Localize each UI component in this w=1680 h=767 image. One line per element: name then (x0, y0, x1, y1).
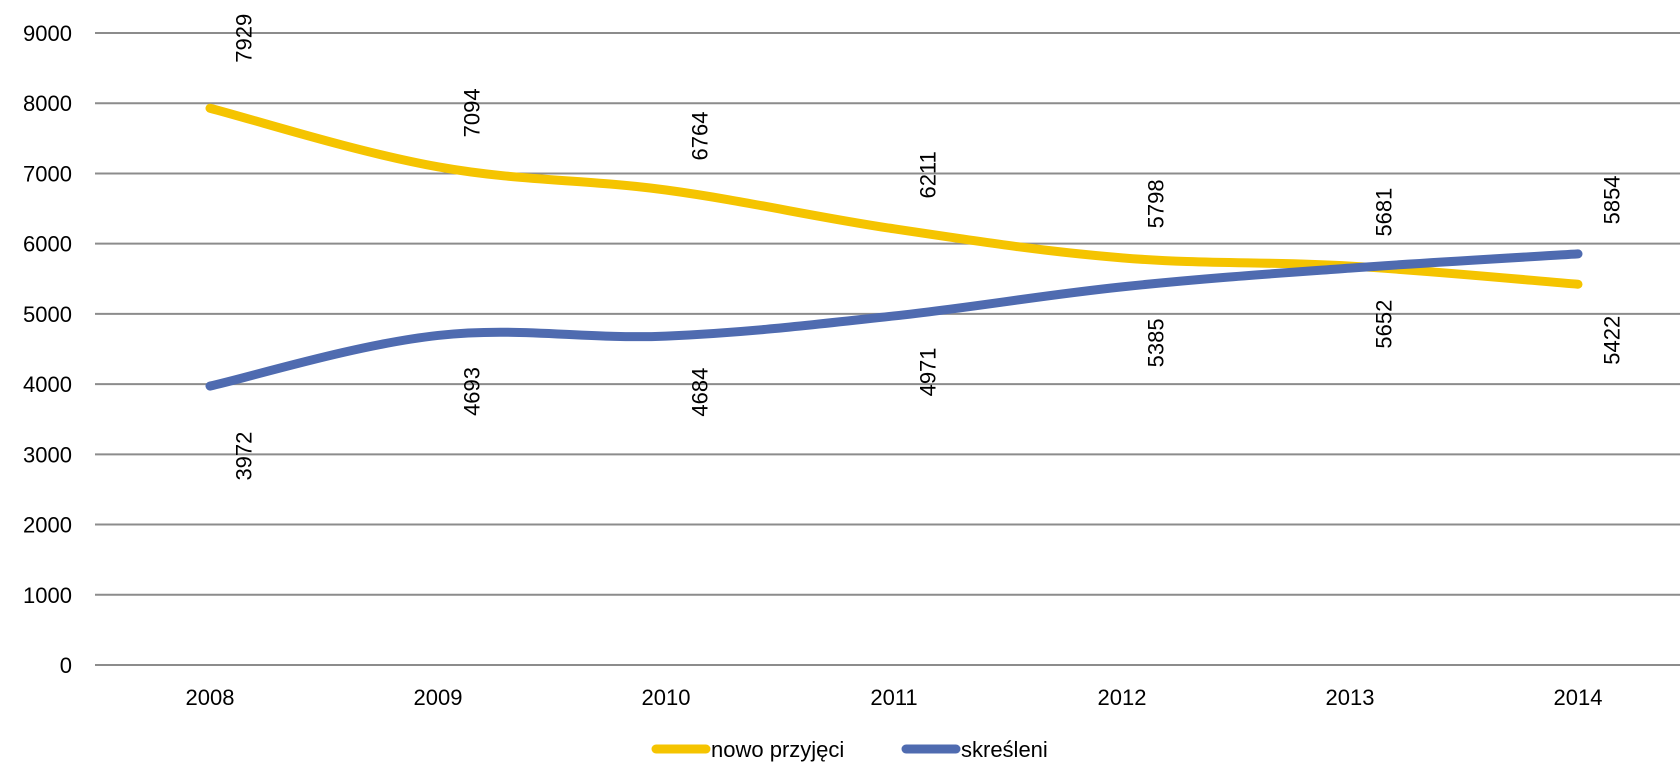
data-label: 6764 (688, 112, 713, 161)
y-axis-ticks: 0 1000 2000 3000 4000 5000 6000 7000 8000 9000 (23, 21, 72, 678)
grid-lines (95, 32, 1680, 666)
y-tick-label: 3000 (23, 442, 72, 467)
data-label: 4693 (460, 367, 485, 416)
data-label: 4971 (916, 347, 941, 396)
data-label: 5681 (1372, 188, 1397, 237)
x-axis-ticks: 2008 2009 2010 2011 2012 2013 2014 (186, 685, 1603, 710)
data-label: 7094 (460, 88, 485, 137)
data-label: 5798 (1144, 179, 1169, 228)
x-tick-label: 2010 (642, 685, 691, 710)
data-label: 5854 (1600, 175, 1625, 224)
data-label: 6211 (916, 151, 941, 198)
y-tick-label: 7000 (23, 161, 72, 186)
data-label: 5422 (1600, 316, 1625, 365)
data-label: 5652 (1372, 300, 1397, 349)
legend-label: skreśleni (961, 737, 1048, 762)
x-tick-label: 2009 (414, 685, 463, 710)
data-label: 5385 (1144, 318, 1169, 367)
data-label: 4684 (688, 368, 713, 417)
x-tick-label: 2008 (186, 685, 235, 710)
x-tick-label: 2013 (1326, 685, 1375, 710)
y-tick-label: 9000 (23, 21, 72, 46)
y-tick-label: 8000 (23, 91, 72, 116)
x-tick-label: 2011 (870, 685, 917, 710)
y-tick-label: 2000 (23, 513, 72, 538)
y-tick-label: 1000 (23, 583, 72, 608)
legend: nowo przyjęci skreśleni (651, 737, 1048, 762)
data-labels: 7929 7094 6764 6211 5798 5681 5854 3972 4693 4684… (232, 14, 1625, 481)
x-tick-label: 2012 (1098, 685, 1147, 710)
y-tick-label: 6000 (23, 232, 72, 257)
y-tick-label: 0 (60, 653, 72, 678)
y-tick-label: 4000 (23, 372, 72, 397)
series-line-1 (205, 249, 1583, 391)
x-tick-label: 2014 (1554, 685, 1603, 710)
data-label: 7929 (232, 14, 257, 63)
y-tick-label: 5000 (23, 302, 72, 327)
legend-label: nowo przyjęci (711, 737, 844, 762)
data-label: 3972 (232, 432, 257, 481)
series-lines (205, 103, 1583, 391)
